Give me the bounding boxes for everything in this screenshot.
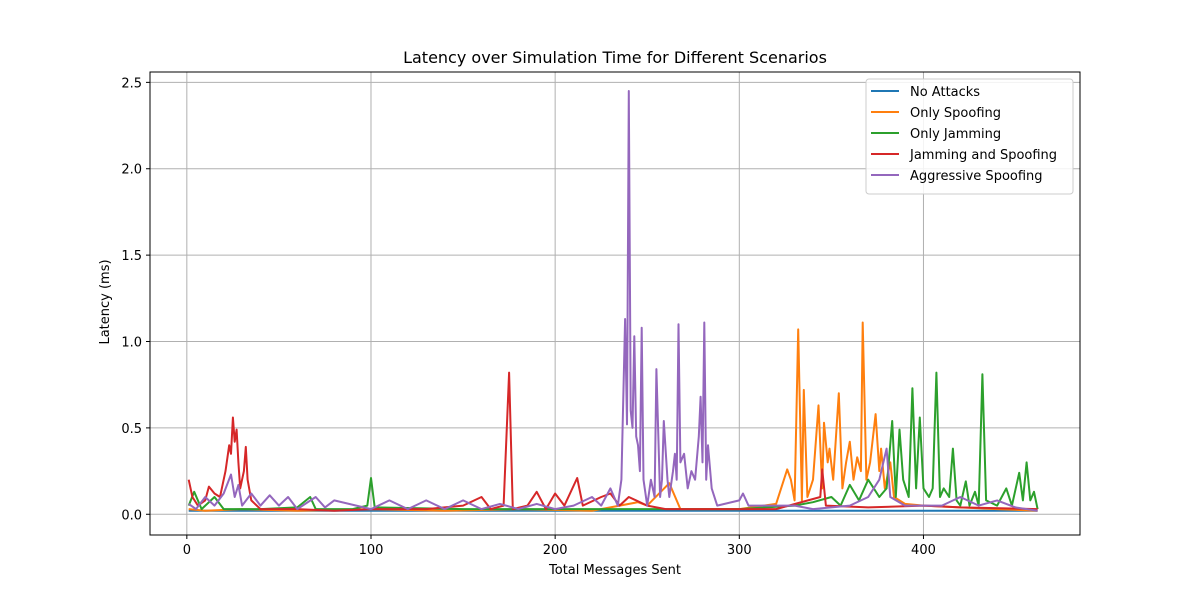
x-tick-label: 100 [359, 543, 384, 558]
series-line-2 [188, 321, 1038, 512]
series-line-4 [187, 371, 1038, 512]
y-tick-label: 2.0 [121, 163, 142, 178]
y-axis-label: Latency (ms) [98, 259, 113, 344]
x-tick-label: 200 [543, 543, 568, 558]
y-tick-label: 2.5 [121, 76, 142, 91]
legend-label: Only Spoofing [910, 106, 1001, 121]
series-line-3 [187, 371, 1039, 511]
x-tick-label: 300 [727, 543, 752, 558]
y-axis: 0.0 0.5 1.0 1.5 2.0 2.5 [121, 76, 150, 523]
y-tick-label: 0.0 [121, 508, 142, 523]
x-axis-label: Total Messages Sent [548, 563, 681, 578]
series-line-5 [188, 90, 1038, 512]
x-axis: 0 100 200 300 400 [183, 535, 936, 558]
x-tick-label: 400 [911, 543, 936, 558]
y-tick-label: 0.5 [121, 422, 142, 437]
plot-frame [149, 71, 1081, 536]
legend-label: Jamming and Spoofing [909, 148, 1057, 163]
x-tick-label: 0 [183, 543, 191, 558]
legend-label: Only Jamming [910, 127, 1001, 142]
chart-title: Latency over Simulation Time for Differe… [403, 48, 827, 67]
legend-label: No Attacks [910, 85, 980, 100]
legend-box [865, 78, 1074, 195]
y-tick-label: 1.0 [121, 336, 142, 351]
legend-label: Aggressive Spoofing [910, 169, 1043, 184]
legend: No Attacks Only Spoofing Only Jamming Jammi… [865, 78, 1074, 195]
y-tick-label: 1.5 [121, 249, 142, 264]
series-lines [187, 90, 1039, 512]
